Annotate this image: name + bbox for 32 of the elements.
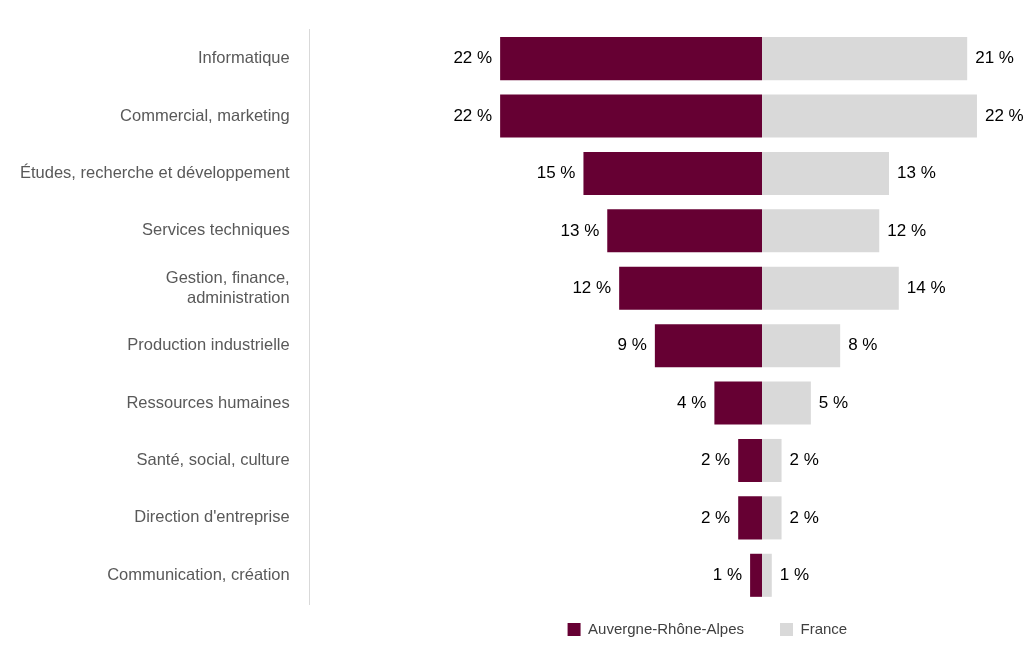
data-label: 21 % xyxy=(975,48,1014,68)
data-label: 1 % xyxy=(712,564,743,584)
y-tick-label: Santé, social, culture xyxy=(136,450,290,469)
y-tick-label: Gestion, finance, administration xyxy=(165,267,290,306)
y-tick-label: Communication, création xyxy=(107,564,290,583)
data-label: 2 % xyxy=(700,507,731,527)
data-label: 22 % xyxy=(453,48,493,68)
data-label: 12 % xyxy=(887,220,926,240)
y-tick-label: Production industrielle xyxy=(127,335,290,354)
data-label: 1 % xyxy=(779,564,810,584)
legend-label: France xyxy=(800,619,848,637)
y-tick-label: Informatique xyxy=(197,48,290,67)
data-label: 2 % xyxy=(700,450,731,470)
data-label: 13 % xyxy=(560,220,600,240)
data-label: 4 % xyxy=(677,392,707,412)
data-label: 12 % xyxy=(572,277,612,297)
y-tick-label: Études, recherche et développement xyxy=(20,162,291,181)
y-tick-label: Services techniques xyxy=(142,220,290,239)
legend-label: Auvergne-Rhône-Alpes xyxy=(588,619,745,637)
data-label: 2 % xyxy=(789,450,819,470)
y-tick-label: Commercial, marketing xyxy=(120,105,290,124)
data-label: 15 % xyxy=(536,163,576,183)
data-label: 5 % xyxy=(818,392,849,412)
data-label: 2 % xyxy=(789,507,819,527)
data-label: 8 % xyxy=(848,335,878,355)
data-label: 22 % xyxy=(984,105,1024,125)
y-tick-label: Ressources humaines xyxy=(126,392,290,411)
data-label: 14 % xyxy=(906,277,946,297)
data-label: 9 % xyxy=(617,335,647,355)
data-label: 22 % xyxy=(453,105,493,125)
data-label: 13 % xyxy=(897,163,936,183)
y-tick-label: Direction d'entreprise xyxy=(134,507,290,526)
